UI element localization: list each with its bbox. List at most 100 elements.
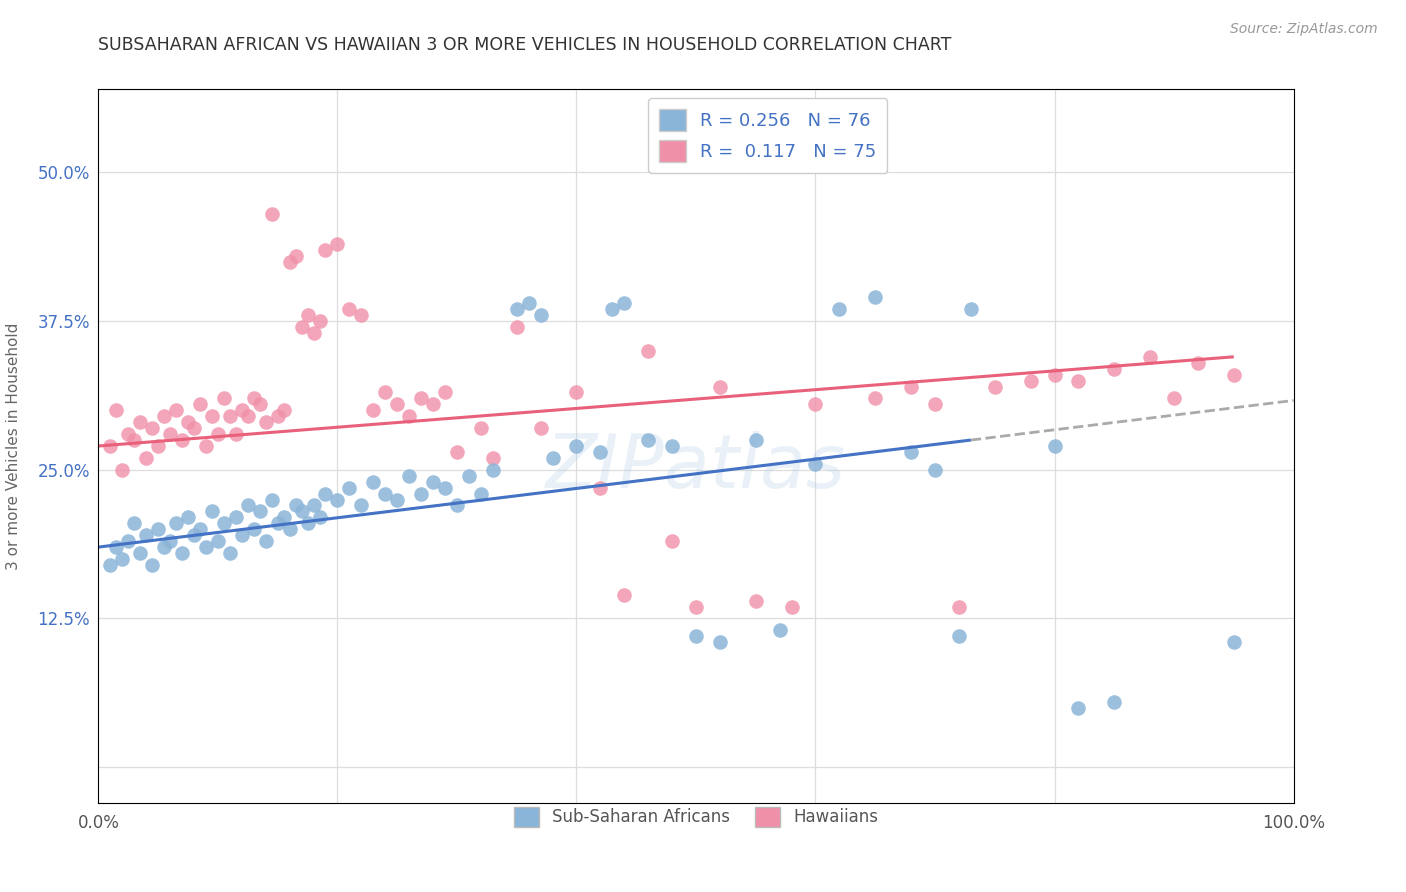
Point [111,552,134,566]
Point [172,546,194,560]
Point [411,486,433,500]
Point [159,427,181,442]
Point [260,492,283,507]
Point [177,510,200,524]
Point [565,385,588,400]
Point [98,439,122,453]
Point [589,481,612,495]
Point [291,504,314,518]
Text: SUBSAHARAN AFRICAN VS HAWAIIAN 3 OR MORE VEHICLES IN HOUSEHOLD CORRELATION CHART: SUBSAHARAN AFRICAN VS HAWAIIAN 3 OR MORE… [98,36,952,54]
Point [613,296,636,310]
Point [900,379,922,393]
Point [207,534,229,549]
Point [411,392,433,406]
Point [661,534,683,549]
Point [1163,392,1185,406]
Point [446,499,468,513]
Point [948,629,970,643]
Point [201,409,224,424]
Point [195,540,218,554]
Point [385,397,409,411]
Point [117,534,139,549]
Point [565,439,588,453]
Point [243,392,266,406]
Point [273,403,295,417]
Point [1043,439,1066,453]
Point [302,326,325,340]
Point [212,392,235,406]
Y-axis label: 3 or more Vehicles in Household: 3 or more Vehicles in Household [6,322,21,570]
Point [1019,374,1042,388]
Point [506,302,529,317]
Point [422,475,444,489]
Point [297,516,319,531]
Point [326,492,349,507]
Point [183,421,205,435]
Point [613,588,636,602]
Point [1104,695,1126,709]
Point [661,439,683,453]
Point [308,314,330,328]
Point [363,403,385,417]
Point [188,397,211,411]
Point [278,254,301,268]
Point [212,516,235,531]
Text: ZIPatlas: ZIPatlas [546,432,846,503]
Point [315,486,337,500]
Point [339,302,361,317]
Point [225,510,247,524]
Point [117,427,139,442]
Point [1223,635,1246,649]
Point [105,540,128,554]
Point [98,558,122,572]
Point [434,385,457,400]
Point [231,403,253,417]
Point [284,499,307,513]
Point [948,599,970,614]
Point [350,499,373,513]
Point [141,421,163,435]
Point [745,433,768,447]
Legend: Sub-Saharan Africans, Hawaiians: Sub-Saharan Africans, Hawaiians [508,800,884,834]
Point [284,249,307,263]
Point [589,445,612,459]
Point [302,499,325,513]
Point [780,599,803,614]
Point [135,528,157,542]
Point [709,635,731,649]
Point [273,510,295,524]
Point [315,243,337,257]
Point [236,499,259,513]
Point [201,504,224,518]
Point [231,528,253,542]
Point [236,409,259,424]
Point [124,433,146,447]
Point [219,409,242,424]
Point [828,302,851,317]
Point [398,468,420,483]
Point [260,207,283,221]
Point [148,439,170,453]
Point [434,481,457,495]
Text: Source: ZipAtlas.com: Source: ZipAtlas.com [1230,22,1378,37]
Point [422,397,444,411]
Point [1139,350,1161,364]
Point [482,450,505,465]
Point [297,308,319,322]
Point [254,415,277,429]
Point [506,320,529,334]
Point [637,343,659,358]
Point [129,415,152,429]
Point [339,481,361,495]
Point [225,427,247,442]
Point [458,468,481,483]
Point [685,599,707,614]
Point [188,522,211,536]
Point [924,463,946,477]
Point [159,534,181,549]
Point [865,392,887,406]
Point [148,522,170,536]
Point [177,415,200,429]
Point [267,409,290,424]
Point [685,629,707,643]
